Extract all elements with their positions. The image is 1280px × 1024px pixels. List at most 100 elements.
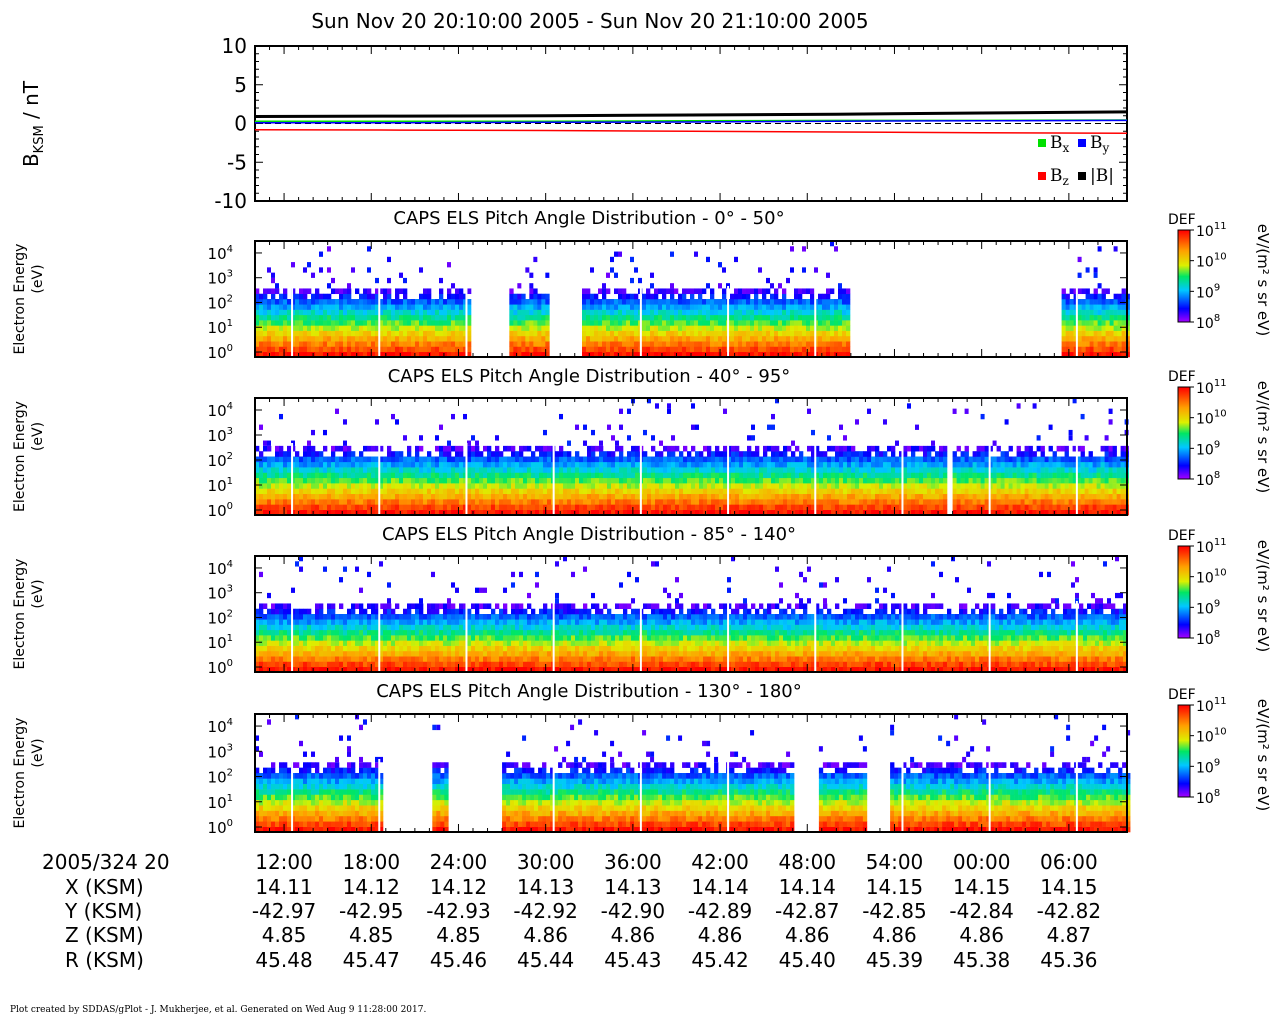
spectrogram-cell bbox=[734, 256, 738, 263]
spectrogram-cell bbox=[1085, 304, 1090, 310]
spectrogram-cell bbox=[331, 335, 336, 342]
spectrogram-cell bbox=[311, 472, 316, 479]
spectrogram-cell bbox=[599, 483, 604, 489]
spectrogram-cell bbox=[291, 341, 296, 347]
spectrogram-cell bbox=[275, 320, 280, 326]
spectrogram-cell bbox=[391, 335, 396, 342]
spectrogram-cell bbox=[339, 341, 344, 347]
spectrogram-cell bbox=[778, 325, 783, 331]
mag-series-y bbox=[255, 119, 1128, 124]
spectrogram-cell bbox=[811, 429, 815, 436]
spectrogram-cell bbox=[887, 499, 892, 505]
spectrogram-cell bbox=[1032, 493, 1037, 500]
spectrogram-cell bbox=[710, 346, 715, 353]
spectrogram-cell bbox=[439, 483, 444, 489]
spectrogram-cell bbox=[1052, 451, 1057, 457]
spectrogram-cell bbox=[815, 445, 820, 452]
mag-ytick-label: -5 bbox=[227, 150, 247, 174]
spectrogram-cell bbox=[503, 461, 508, 468]
spectrogram-cell bbox=[1012, 509, 1017, 516]
spectrogram-cell bbox=[279, 304, 284, 310]
spectrogram-cell bbox=[767, 445, 772, 452]
spectrogram-cell bbox=[439, 277, 443, 284]
spectrogram-cell bbox=[255, 493, 260, 500]
spectrogram-cell bbox=[871, 504, 876, 510]
spectrogram-cell bbox=[339, 299, 344, 305]
spectrogram-cell bbox=[1112, 504, 1117, 510]
spectrogram-cell bbox=[1117, 320, 1122, 326]
spectrogram-cell bbox=[359, 477, 364, 484]
spectrogram-cell bbox=[790, 246, 794, 252]
spectrogram-cell bbox=[739, 456, 744, 463]
spectrogram-cell bbox=[403, 461, 408, 468]
spectrogram-cell bbox=[1048, 509, 1053, 516]
spectrogram-cell bbox=[964, 461, 969, 468]
spectrogram-cell bbox=[263, 341, 268, 347]
spectrogram-cell bbox=[327, 504, 332, 510]
spectrogram-cell bbox=[1080, 456, 1085, 463]
spectrogram-cell bbox=[806, 309, 811, 316]
spectrogram-cell bbox=[535, 509, 540, 516]
spectrogram-cell bbox=[815, 488, 820, 495]
spectrogram-cell bbox=[339, 293, 344, 300]
spectrogram-cell bbox=[295, 309, 300, 316]
spectrogram-cell bbox=[491, 461, 496, 468]
spectrogram-cell bbox=[1104, 477, 1109, 484]
spectrogram-cell bbox=[766, 309, 771, 316]
spectrogram-cell bbox=[547, 456, 552, 463]
spectrogram-cell bbox=[883, 461, 888, 468]
spectrogram-cell bbox=[419, 467, 424, 473]
spectrogram-cell bbox=[670, 335, 675, 342]
spectrogram-cell bbox=[939, 499, 944, 505]
spectrogram-cell bbox=[730, 325, 735, 331]
spectrogram-cell bbox=[711, 477, 716, 484]
spectrogram-cell bbox=[810, 325, 815, 331]
spectrogram-cell bbox=[343, 477, 348, 484]
spectrogram-cell bbox=[519, 461, 524, 468]
spectrogram-cell bbox=[509, 299, 514, 305]
spectrogram-cell bbox=[291, 483, 296, 489]
spectrogram-cell bbox=[1096, 488, 1101, 495]
spectrogram-cell bbox=[779, 483, 784, 489]
spectrogram-cell bbox=[415, 335, 420, 342]
spectrogram-cell bbox=[790, 304, 795, 310]
spectrogram-cell bbox=[1100, 488, 1105, 495]
spectrogram-cell bbox=[455, 488, 460, 495]
spectrogram-cell bbox=[1097, 341, 1102, 347]
spectrogram-cell bbox=[1105, 288, 1110, 295]
spectrogram-cell bbox=[403, 320, 408, 326]
spectrogram-cell bbox=[1117, 330, 1122, 337]
spectrogram-cell bbox=[786, 346, 791, 353]
spectrogram-cell bbox=[411, 461, 416, 468]
spectrogram-cell bbox=[1020, 509, 1025, 516]
spectrogram-cell bbox=[939, 451, 944, 457]
spectrogram-cell bbox=[519, 488, 524, 495]
spectrogram-cell bbox=[642, 304, 647, 310]
spectrogram-cell bbox=[831, 445, 836, 452]
spectrogram-cell bbox=[611, 499, 616, 505]
spectrogram-cell bbox=[517, 330, 522, 337]
spectrogram-cell bbox=[719, 472, 724, 479]
spectrogram-cell bbox=[814, 267, 818, 273]
spectrogram-cell bbox=[843, 456, 848, 463]
spectrogram-cell bbox=[730, 346, 735, 353]
spectrogram-cell bbox=[867, 467, 872, 473]
spectrogram-cell bbox=[830, 346, 835, 353]
spectrogram-cell bbox=[423, 330, 428, 337]
spectrogram-cell bbox=[355, 456, 360, 463]
spectrogram-cell bbox=[851, 456, 856, 463]
spectrogram-cell bbox=[826, 341, 831, 347]
spectrogram-cell bbox=[1040, 451, 1045, 457]
spectrogram-cell bbox=[407, 304, 412, 310]
spectrogram-cell bbox=[742, 304, 747, 310]
spectrogram-cell bbox=[1072, 445, 1077, 452]
spectrogram-cell bbox=[455, 346, 460, 353]
mag-ylabel: BKSM / nT bbox=[19, 80, 47, 167]
spectrogram-cell bbox=[387, 335, 392, 342]
spectrogram-cell bbox=[634, 341, 639, 347]
spectrogram-cell bbox=[615, 488, 620, 495]
spectrogram-cell bbox=[263, 304, 268, 310]
colorbar-segment bbox=[1178, 456, 1190, 458]
spectrogram-cell bbox=[359, 325, 364, 331]
spectrogram-cell bbox=[802, 267, 806, 273]
